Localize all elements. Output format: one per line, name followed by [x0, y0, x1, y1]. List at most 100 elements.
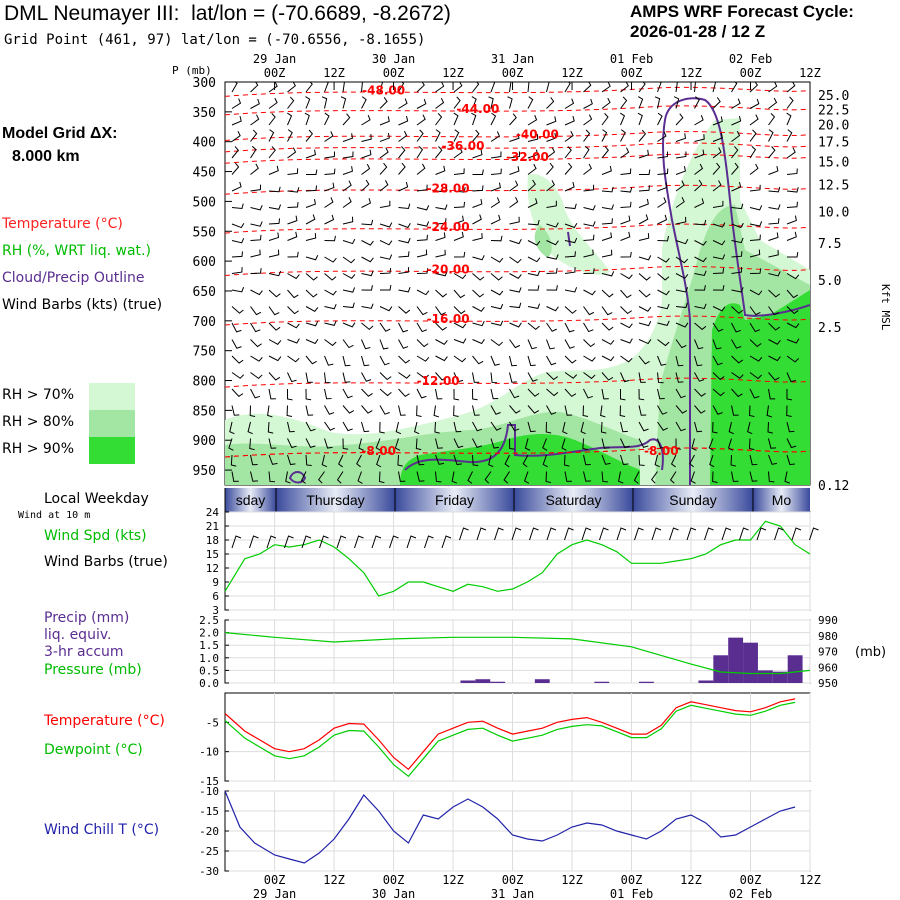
wind-barb — [731, 203, 744, 210]
wind-barb — [601, 113, 609, 126]
wind-barb — [435, 438, 443, 449]
temperature-contour-line — [225, 184, 810, 195]
wind-barb — [712, 339, 722, 350]
wind-barb — [786, 168, 798, 175]
wind-barb — [546, 97, 555, 109]
wind-barb — [564, 146, 572, 159]
wind-barb — [268, 113, 276, 126]
wind-barb — [357, 471, 363, 484]
wind-barb — [694, 134, 705, 142]
surface-wind-barb — [669, 527, 679, 541]
cross-section-panel: -48.00 -44.00 -40.00 -36.00 -32.00 -28.00 -24.… — [172, 64, 892, 494]
wind-barb — [786, 187, 799, 193]
wind-barb — [250, 129, 258, 142]
legend-cloud: Cloud/Precip Outline — [2, 270, 145, 286]
wind-barb — [657, 131, 667, 142]
pressure-tick-label: 450 — [193, 166, 216, 181]
wind-barb — [342, 421, 353, 432]
wind-barb — [601, 271, 615, 277]
wind-barb — [324, 256, 337, 263]
wind-barb — [675, 372, 684, 383]
wind-barb — [600, 405, 606, 418]
wind-barb — [749, 405, 755, 418]
height-tick-label: 17.5 — [818, 136, 849, 151]
wind-barb — [324, 235, 336, 242]
date-label-bottom: 01 Feb — [610, 887, 653, 900]
wind-barb — [305, 82, 313, 93]
wind-barb — [638, 306, 652, 312]
wind-barb — [398, 237, 411, 244]
wind-barb — [731, 130, 741, 142]
wind-barb — [305, 129, 313, 142]
date-label-bottom: 31 Jan — [491, 887, 534, 900]
wind-barb — [583, 454, 591, 466]
wind-barb — [583, 471, 591, 482]
wind-barb — [398, 203, 411, 210]
wind-barb — [305, 273, 318, 281]
wind-barb — [250, 454, 258, 466]
wind-barb — [546, 162, 554, 175]
wind-barb — [583, 268, 595, 274]
wind-barb — [712, 200, 724, 208]
axis-tick-label: -20 — [199, 825, 219, 838]
surface-wind-barb — [616, 527, 627, 541]
wind-barb — [305, 320, 319, 327]
wind-barb — [601, 186, 614, 193]
wind-barb — [749, 145, 757, 159]
wind-barb — [620, 187, 633, 193]
wind-barb — [379, 200, 391, 208]
wind-barb — [453, 147, 463, 159]
time-tick-label-bottom: 12Z — [323, 873, 345, 887]
wind-barb — [562, 421, 568, 435]
wind-barb — [231, 238, 245, 244]
wind-barb — [398, 267, 410, 274]
wind-barb — [467, 471, 473, 484]
wind-barb — [379, 240, 393, 246]
temperature-contour-line — [225, 223, 810, 234]
wind-barb — [749, 129, 757, 142]
wind-barb — [361, 285, 373, 291]
wind-barb — [601, 454, 611, 465]
wind-barb — [398, 306, 411, 314]
pressure-tick-label: 350 — [193, 106, 216, 121]
wind-barb — [472, 82, 480, 93]
weekday-name: sday — [236, 492, 266, 508]
wind-barb — [638, 169, 651, 175]
wind-barb — [768, 471, 775, 483]
wind-barb — [657, 303, 670, 310]
temperature-contour-label: -8.00 — [361, 444, 396, 458]
wind-barb — [453, 438, 464, 449]
wind-barb — [250, 289, 263, 296]
wind-barb — [527, 388, 540, 397]
wind-barb — [712, 132, 723, 142]
wind-barb — [691, 438, 697, 451]
wind-barb — [527, 96, 534, 109]
legend-rh90: RH > 90% — [2, 441, 75, 457]
wind-barb — [490, 289, 504, 296]
time-axis-bottom: 00Z 12Z 00Z 12Z 00Z 12Z 00Z 12Z 00Z 12Z 29 Jan 30 J… — [253, 873, 821, 900]
wind-barb — [250, 114, 260, 126]
wind-barb — [305, 438, 316, 448]
wind-barb — [435, 129, 441, 142]
surface-wind-barb — [581, 527, 592, 541]
wind-barb — [675, 273, 689, 279]
wind-barb — [324, 82, 329, 93]
surface-wind-barb — [336, 535, 347, 549]
wind-barb — [657, 438, 666, 449]
wind-barb — [670, 454, 677, 468]
wind-barb — [416, 234, 428, 241]
surface-wind-barb — [371, 535, 382, 549]
wind-barb — [379, 339, 389, 350]
wind-barbs-label: Wind Barbs (true) — [44, 554, 168, 570]
wind-barb — [749, 268, 762, 274]
wind-barb — [490, 303, 504, 310]
station-latlon: lat/lon = (-70.6689, -8.2672) — [191, 2, 451, 25]
wind-barb — [435, 306, 446, 316]
wind-barb — [564, 98, 575, 109]
wind-barb — [542, 454, 548, 468]
wind-barb — [689, 454, 695, 468]
height-tick-label: 12.5 — [818, 179, 849, 194]
wind-barb — [435, 249, 446, 258]
wind-barb — [527, 219, 540, 226]
wind-barb — [749, 114, 759, 126]
